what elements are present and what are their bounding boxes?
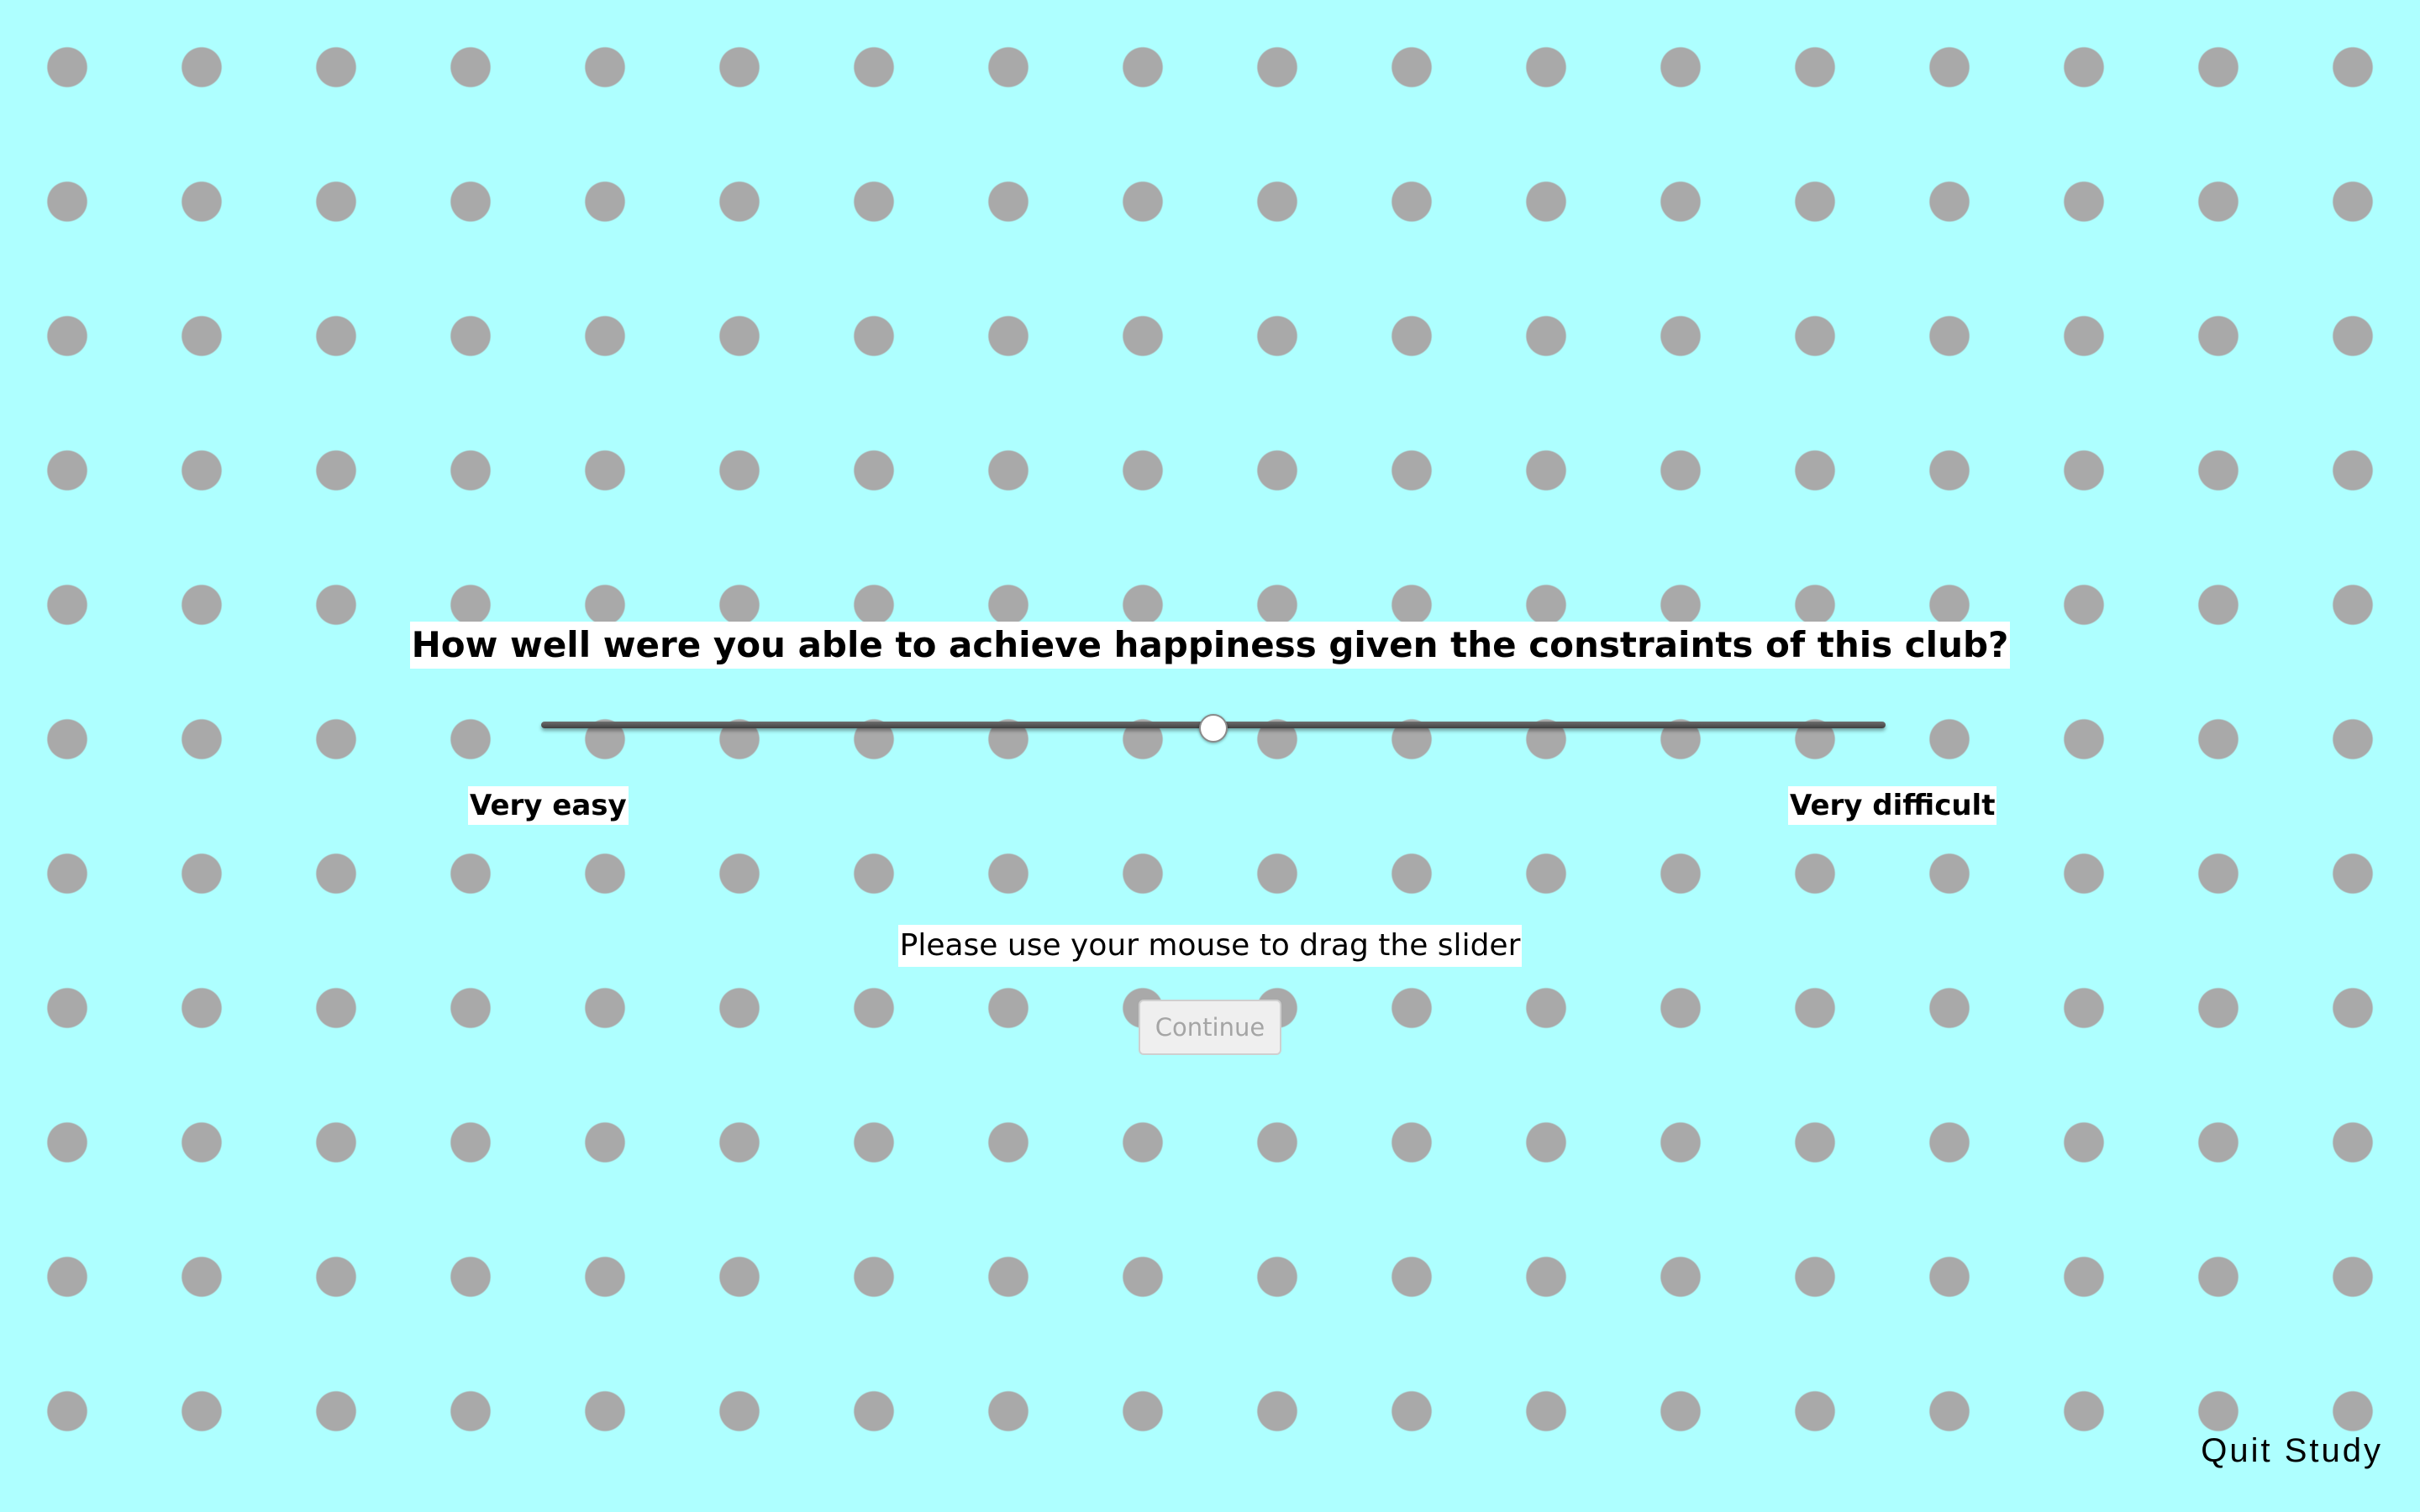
slider-min-label: Very easy xyxy=(468,786,629,825)
slider-max-label: Very difficult xyxy=(1788,786,1997,825)
instruction-container: Please use your mouse to drag the slider xyxy=(0,925,2420,967)
question-text: How well were you able to achieve happin… xyxy=(409,622,2011,669)
instruction-text: Please use your mouse to drag the slider xyxy=(897,925,1523,967)
slider-thumb[interactable] xyxy=(1199,714,1228,743)
quit-study-link[interactable]: Quit Study xyxy=(2201,1432,2383,1469)
continue-button[interactable]: Continue xyxy=(1139,1000,1281,1055)
question-container: How well were you able to achieve happin… xyxy=(0,622,2420,669)
